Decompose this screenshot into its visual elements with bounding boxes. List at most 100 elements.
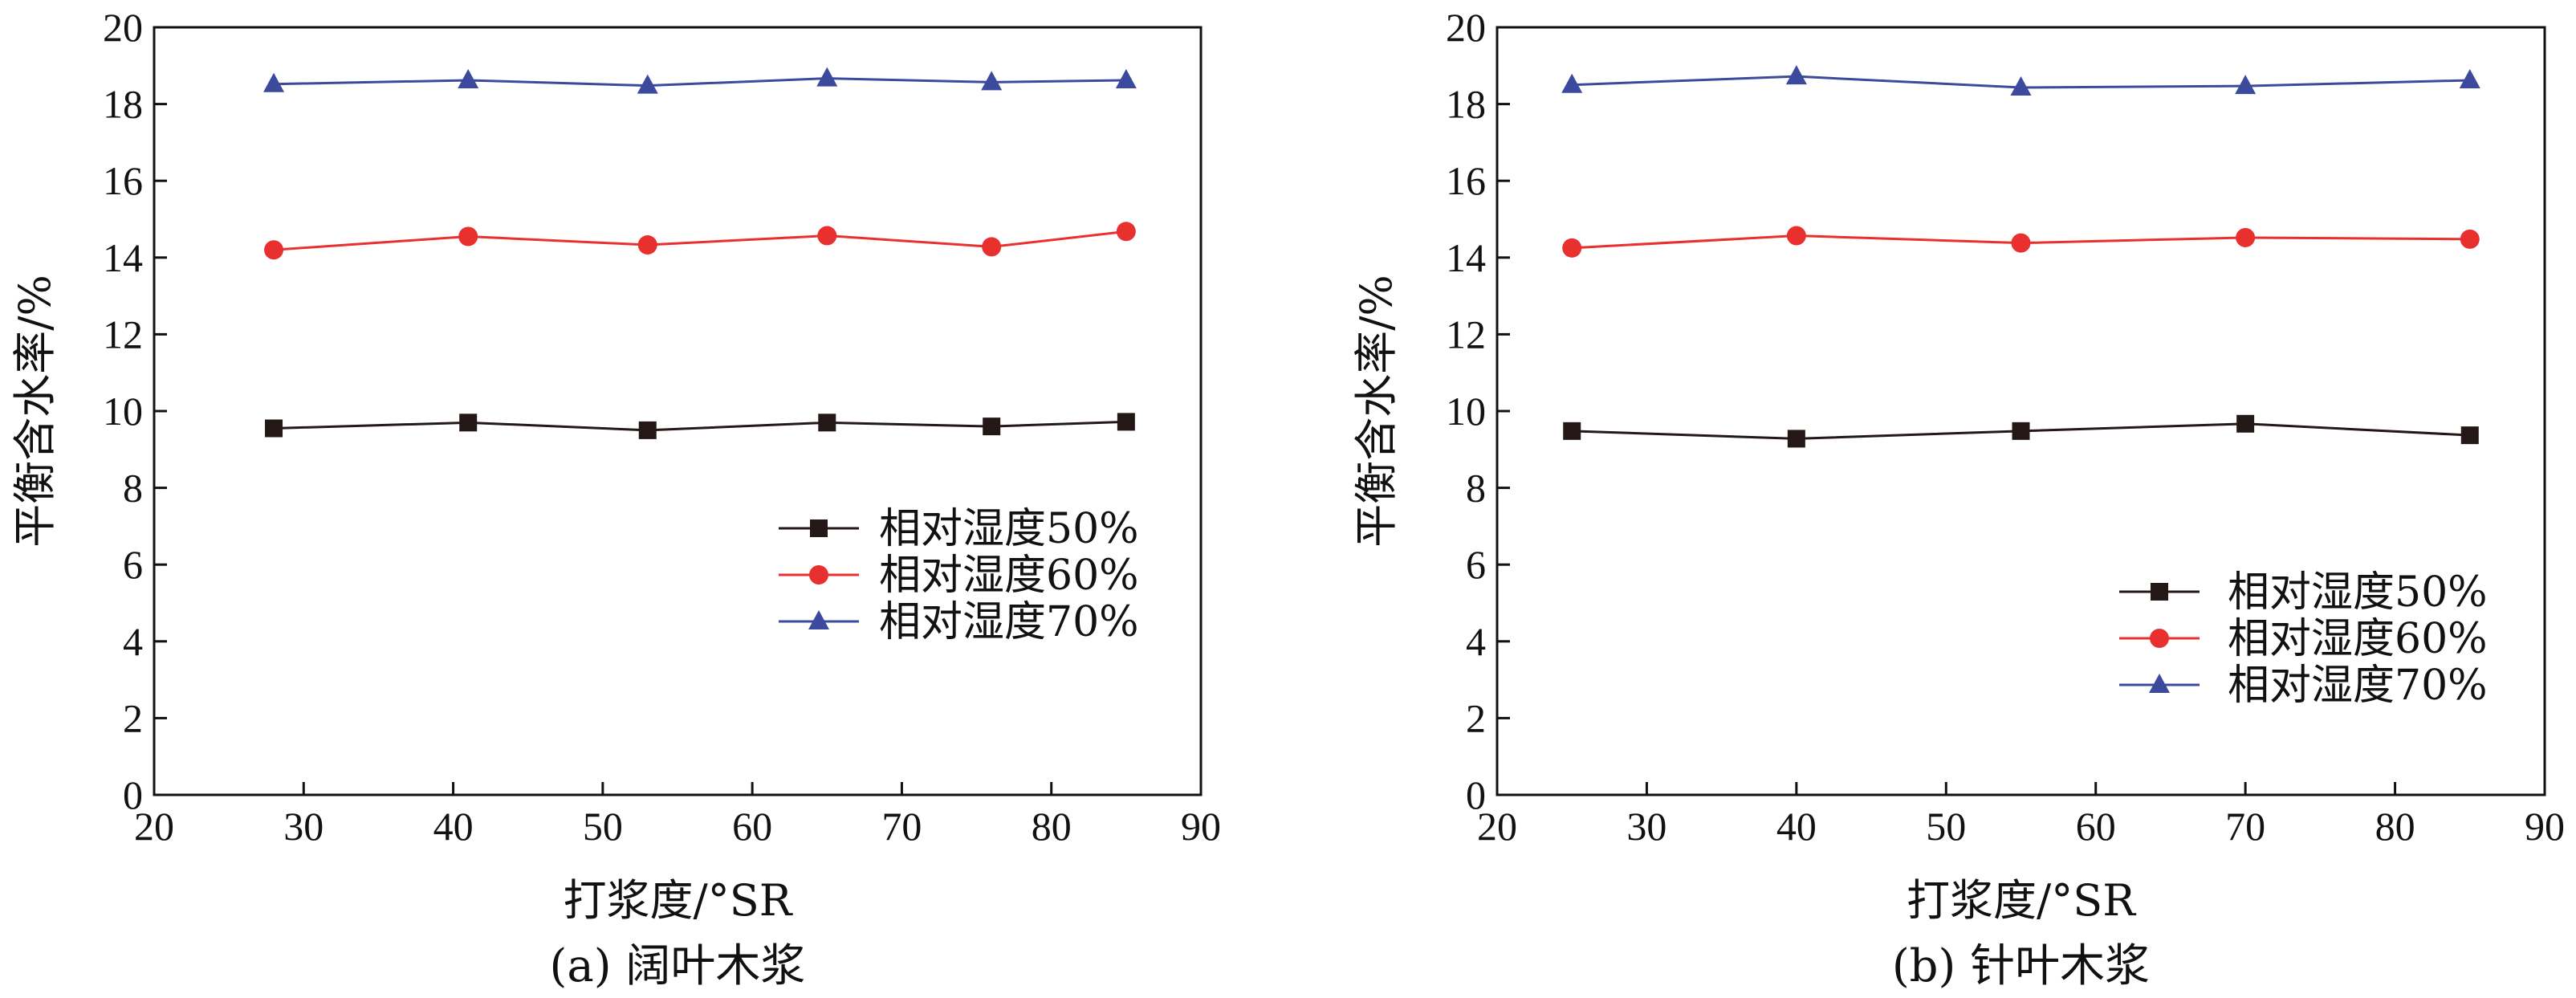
x-tick-label: 60	[2076, 804, 2116, 849]
x-tick-label: 30	[1626, 804, 1666, 849]
x-axis-title: 打浆度/°SR	[1907, 875, 2136, 926]
y-tick-label: 12	[1446, 312, 1486, 356]
marker-circle	[1116, 222, 1136, 242]
y-tick-label: 20	[103, 5, 143, 50]
series-line	[273, 420, 1126, 432]
marker-circle	[2150, 629, 2169, 648]
x-tick-label: 90	[2525, 804, 2565, 849]
x-tick-label: 70	[2225, 804, 2265, 849]
series-3	[263, 67, 1137, 94]
y-tick-label: 4	[123, 619, 143, 664]
y-tick-label: 14	[1446, 235, 1486, 280]
x-tick-label: 80	[1032, 804, 1072, 849]
marker-circle	[458, 226, 478, 246]
marker-triangle	[2459, 68, 2480, 88]
marker-triangle	[2149, 674, 2170, 693]
y-tick-label: 14	[103, 235, 143, 280]
y-tick-label: 2	[123, 695, 143, 740]
series-line	[273, 77, 1126, 88]
x-tick-label: 20	[1477, 804, 1517, 849]
y-tick-label: 2	[1466, 695, 1486, 740]
marker-triangle	[2010, 76, 2032, 96]
marker-circle	[2460, 229, 2480, 249]
legend-label: 相对湿度60%	[2228, 615, 2488, 663]
y-tick-label: 10	[1446, 389, 1486, 434]
y-tick-label: 16	[103, 158, 143, 203]
marker-circle	[637, 235, 657, 255]
x-tick-label: 20	[134, 804, 174, 849]
marker-square	[1563, 422, 1581, 440]
marker-circle	[1562, 238, 1582, 258]
y-tick-label: 8	[1466, 466, 1486, 511]
chart-a: 20 30 40 50 60 70 80 90 0 2 4 6 8 10 12 14 16 18 20 打浆度/°SR…	[10, 5, 1221, 992]
x-tick-label: 70	[881, 804, 922, 849]
marker-triangle	[637, 74, 658, 94]
marker-triangle	[1561, 73, 1583, 93]
legend-label: 相对湿度50%	[879, 505, 1139, 553]
legend-label: 相对湿度60%	[879, 552, 1139, 600]
marker-triangle	[1115, 68, 1137, 88]
x-tick-label: 30	[283, 804, 324, 849]
chart-b: 20 30 40 50 60 70 80 90 0 2 4 6 8 10 12 14 16 18 20 打浆度/°SR…	[1351, 5, 2565, 992]
legend-label: 相对湿度50%	[2228, 568, 2488, 617]
y-tick-label: 18	[103, 82, 143, 127]
marker-square	[818, 413, 836, 432]
marker-triangle	[458, 68, 479, 88]
legend-label: 相对湿度70%	[2228, 662, 2488, 710]
y-axis-title: 平衡含水率/%	[10, 275, 60, 548]
x-tick-label: 80	[2375, 804, 2415, 849]
y-tick-label: 0	[1466, 772, 1486, 817]
marker-square	[1117, 413, 1135, 431]
y-axis-title: 平衡含水率/%	[1351, 275, 1402, 548]
marker-square	[459, 413, 478, 432]
x-tick-label: 40	[1776, 804, 1817, 849]
marker-circle	[264, 240, 284, 260]
y-tick-label: 12	[103, 312, 143, 356]
marker-square	[265, 419, 283, 438]
marker-circle	[2236, 227, 2256, 247]
legend-label: 相对湿度70%	[879, 598, 1139, 646]
y-tick-label: 6	[1466, 542, 1486, 587]
marker-square	[983, 418, 1001, 436]
marker-triangle	[808, 610, 829, 629]
marker-triangle	[816, 67, 838, 87]
series-1	[265, 413, 1135, 439]
y-tick-label: 8	[123, 466, 143, 511]
marker-circle	[809, 565, 828, 585]
series-1	[1563, 414, 2479, 448]
y-tick-label: 18	[1446, 82, 1486, 127]
marker-circle	[1786, 226, 1806, 246]
marker-triangle	[2235, 75, 2257, 95]
y-tick-label: 6	[123, 542, 143, 587]
marker-square	[2012, 422, 2030, 440]
marker-square	[2151, 583, 2168, 601]
chart-caption: (b) 针叶木浆	[1892, 940, 2150, 992]
marker-square	[1787, 430, 1805, 448]
x-tick-label: 50	[583, 804, 623, 849]
series-line	[273, 230, 1127, 251]
x-tick-label: 60	[732, 804, 772, 849]
y-tick-label: 0	[123, 772, 143, 817]
marker-square	[810, 519, 828, 537]
marker-triangle	[1785, 65, 1807, 85]
y-tick-label: 10	[103, 389, 143, 434]
y-tick-label: 16	[1446, 158, 1486, 203]
x-tick-label: 90	[1181, 804, 1221, 849]
y-tick-label: 20	[1446, 5, 1486, 50]
legend: 相对湿度50%相对湿度60%相对湿度70%	[779, 505, 1139, 646]
marker-square	[638, 421, 657, 439]
marker-triangle	[981, 71, 1003, 91]
series-3	[1561, 65, 2480, 96]
y-tick-label: 4	[1466, 619, 1486, 664]
marker-circle	[2011, 233, 2031, 253]
plot-frame	[153, 26, 1203, 796]
marker-square	[2236, 414, 2255, 433]
x-tick-label: 50	[1926, 804, 1966, 849]
x-tick-label: 40	[433, 804, 474, 849]
x-axis-title: 打浆度/°SR	[564, 875, 793, 926]
legend: 相对湿度50%相对湿度60%相对湿度70%	[2119, 568, 2488, 710]
marker-circle	[817, 226, 837, 246]
series-2	[264, 222, 1136, 260]
marker-circle	[982, 237, 1002, 257]
